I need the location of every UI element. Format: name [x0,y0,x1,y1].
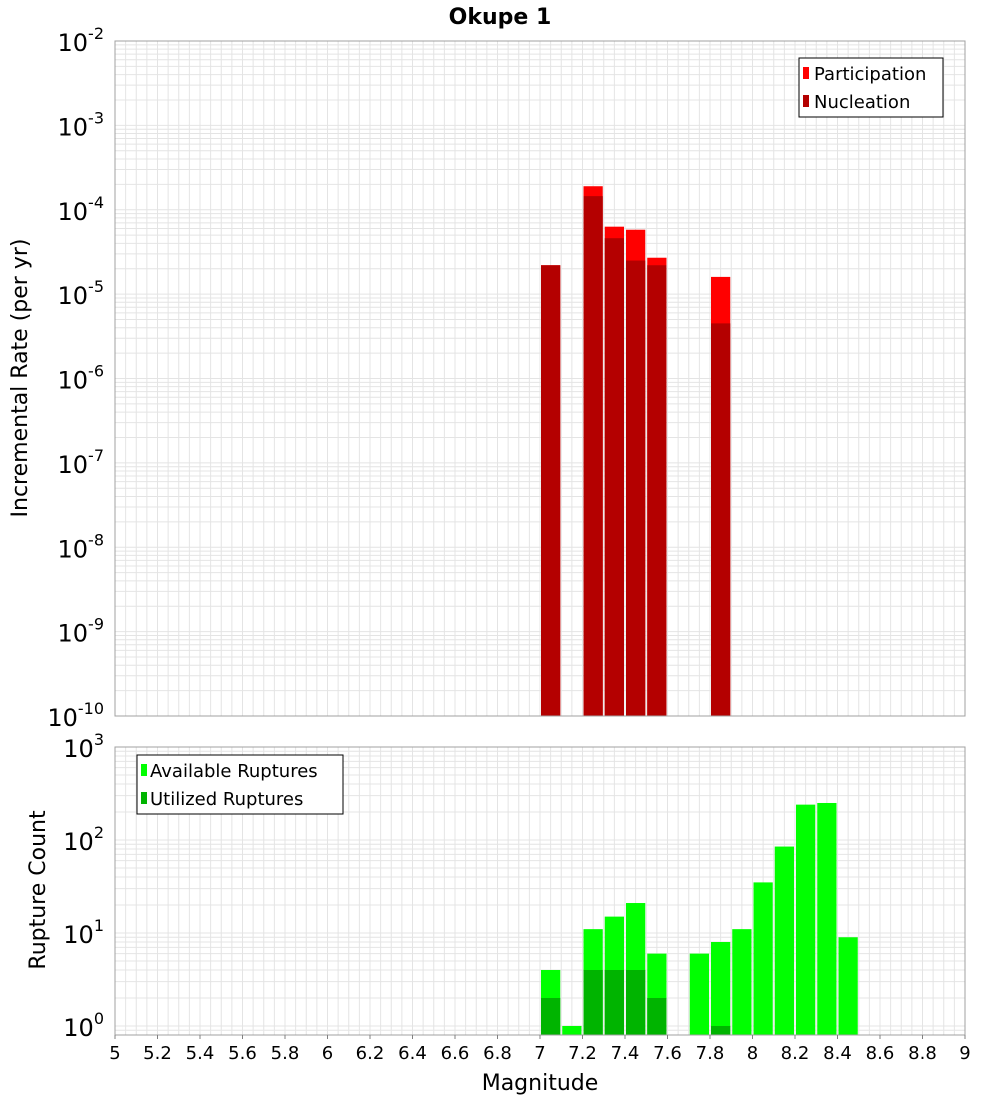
nucleation-bar [626,260,646,716]
x-tick-label: 7.8 [696,1043,725,1064]
bottom-y-tick-label: 103 [63,730,104,763]
x-tick-label: 5.4 [186,1043,215,1064]
top-legend: Participation Nucleation [798,57,944,118]
x-tick-label: 8.4 [823,1043,852,1064]
x-tick-label: 7.6 [653,1043,682,1064]
available-ruptures-bar [711,942,731,1035]
top-y-axis-label: Incremental Rate (per yr) [8,239,33,518]
x-tick-label: 7.2 [568,1043,597,1064]
x-tick-label: 6.8 [483,1043,512,1064]
bottom-y-ticks: 100 101 102 103 [63,730,104,1042]
top-y-tick-label: 10-5 [58,277,105,310]
available-ruptures-bar [689,953,709,1035]
x-tick-label: 8 [747,1043,758,1064]
top-plot-frame [114,40,966,717]
utilized-ruptures-bar [541,997,561,1035]
x-axis-ticks: 5 5.2 5.4 5.6 5.8 6 6.2 6.4 6.6 6.8 7 7.2 7.4 7.6 7.8 8… [109,1035,971,1064]
top-y-ticks: 10-10 10-9 10-8 10-7 10-6 10-5 10-4 10-3 10-2 [47,24,104,732]
nucleation-bar [647,265,667,716]
x-tick-label: 5.8 [271,1043,300,1064]
utilized-ruptures-bar [604,969,624,1035]
x-tick-label: 6 [322,1043,333,1064]
x-tick-label: 9 [959,1043,970,1064]
chart-title: Okupe 1 [449,5,552,30]
top-y-tick-label: 10-4 [58,193,105,226]
top-y-tick-label: 10-8 [58,530,105,563]
x-tick-label: 5 [109,1043,120,1064]
legend-label-available: Available Ruptures [150,761,318,782]
x-tick-label: 8.6 [866,1043,895,1064]
top-y-tick-label: 10-7 [58,446,105,479]
top-grid [114,40,966,717]
bottom-legend-box [136,754,344,815]
x-tick-label: 8.8 [908,1043,937,1064]
legend-swatch-utilized [141,792,147,804]
top-legend-box [798,57,944,118]
bottom-bars [541,802,858,1035]
x-tick-label: 5.2 [143,1043,172,1064]
x-tick-label: 6.4 [398,1043,427,1064]
top-y-tick-label: 10-3 [58,108,105,141]
nucleation-bar [711,323,731,716]
bottom-y-tick-label: 102 [63,823,104,856]
utilized-ruptures-bar [626,969,646,1035]
bottom-y-tick-label: 100 [63,1009,104,1042]
x-tick-label: 7 [534,1043,545,1064]
top-y-tick-label: 10-6 [58,362,105,395]
available-ruptures-bar [796,804,816,1035]
bottom-legend: Available Ruptures Utilized Ruptures [136,754,344,815]
top-y-tick-label: 10-2 [58,24,105,57]
utilized-ruptures-bar [583,969,603,1035]
x-axis-label: Magnitude [482,1071,599,1096]
top-bars [541,186,731,717]
top-y-tick-label: 10-10 [47,699,104,732]
available-ruptures-bar [774,846,794,1035]
top-y-tick-label: 10-9 [58,615,105,648]
available-ruptures-bar [817,802,837,1035]
utilized-ruptures-bar [647,997,667,1035]
x-tick-label: 6.2 [356,1043,385,1064]
x-tick-label: 5.6 [228,1043,257,1064]
legend-swatch-participation [803,67,809,79]
x-tick-label: 7.4 [611,1043,640,1064]
x-tick-label: 6.6 [441,1043,470,1064]
x-tick-label: 8.2 [781,1043,810,1064]
bottom-y-axis-label: Rupture Count [26,810,51,970]
nucleation-bar [583,196,603,716]
nucleation-bar [604,238,624,716]
bottom-y-tick-label: 101 [63,916,104,949]
legend-label-utilized: Utilized Ruptures [150,789,303,810]
available-ruptures-bar [562,1025,582,1035]
legend-label-nucleation: Nucleation [814,92,910,113]
legend-swatch-nucleation [803,95,809,107]
available-ruptures-bar [753,882,773,1035]
nucleation-bar [541,265,561,716]
legend-label-participation: Participation [814,64,926,85]
utilized-ruptures-bar [711,1025,731,1035]
available-ruptures-bar [838,937,858,1035]
available-ruptures-bar [732,929,752,1035]
legend-swatch-available [141,764,147,776]
